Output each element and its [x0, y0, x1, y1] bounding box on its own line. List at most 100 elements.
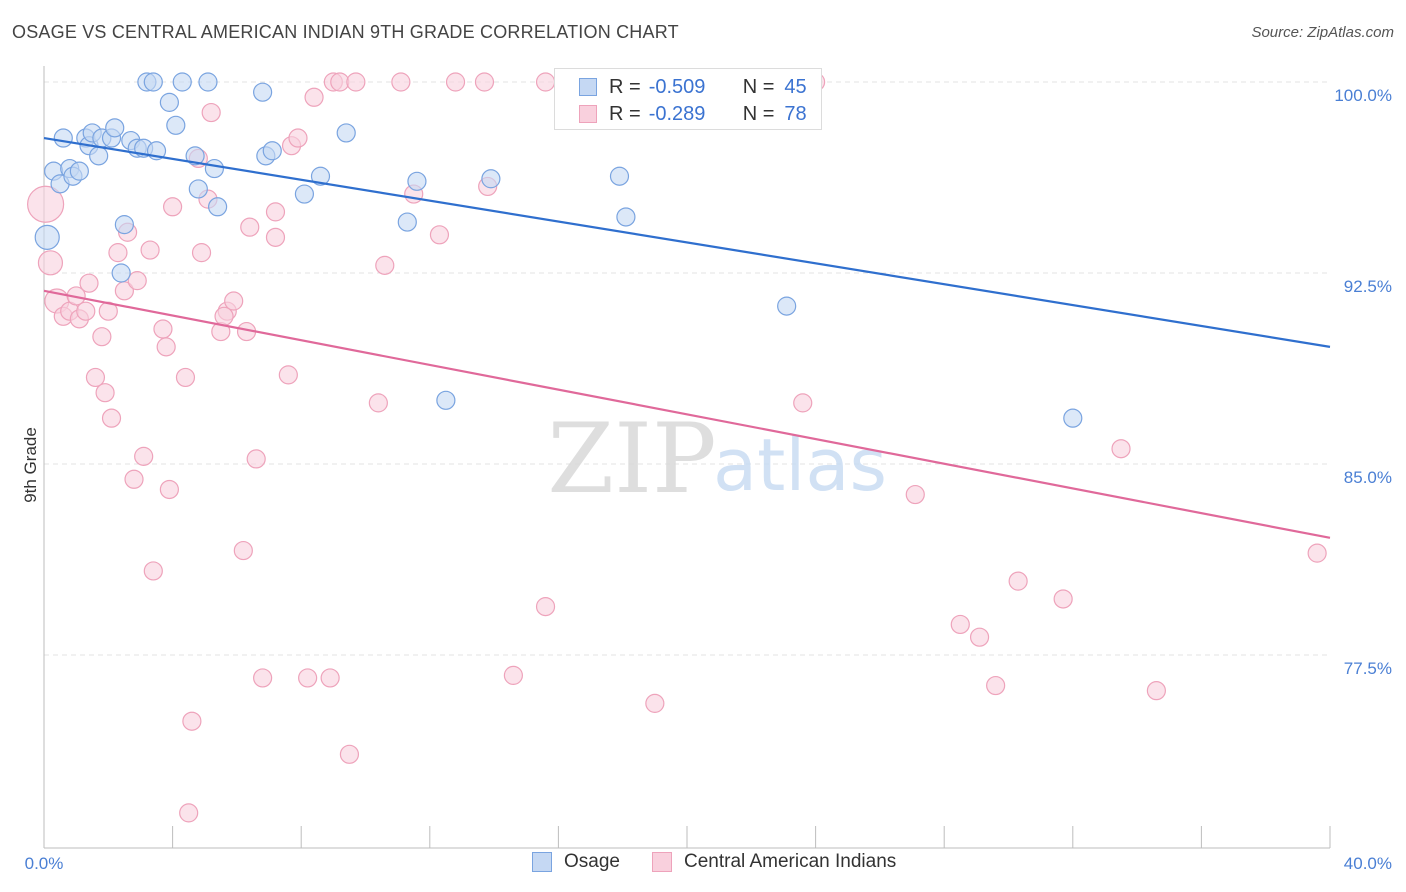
series-swatch-cai: [652, 852, 672, 872]
cai-point: [391, 72, 411, 92]
x-tick-label: 40.0%: [1344, 854, 1392, 873]
series-legend: Osage Central American Indians: [0, 851, 1406, 879]
cai-point: [1008, 571, 1028, 591]
cai-point: [27, 185, 65, 223]
cai-point: [986, 675, 1006, 696]
osage-point: [253, 82, 273, 102]
osage-point: [34, 224, 60, 250]
legend-swatch-osage: [579, 78, 597, 96]
cai-point: [298, 668, 318, 688]
osage-point: [481, 169, 501, 189]
cai-point: [95, 383, 115, 403]
osage-point: [143, 72, 163, 92]
source-label: Source: ZipAtlas.com: [1251, 24, 1394, 41]
osage-point: [310, 166, 331, 186]
cai-point: [320, 668, 340, 688]
cai-point: [950, 614, 970, 635]
cai-point: [1307, 543, 1327, 563]
osage-point: [89, 146, 109, 166]
osage-point: [336, 123, 356, 143]
osage-point: [159, 92, 179, 112]
osage-point: [53, 128, 73, 148]
legend-n-value-cai: 78: [784, 102, 807, 125]
osage-point: [114, 215, 134, 235]
legend-r-label: R =: [609, 102, 641, 125]
series-legend-osage: Osage: [532, 851, 620, 873]
cai-point: [127, 271, 147, 291]
cai-point: [108, 243, 128, 263]
legend-n-value-osage: 45: [784, 75, 807, 98]
cai-point: [191, 243, 212, 263]
legend-swatch-cai: [579, 105, 597, 123]
osage-point: [111, 263, 131, 283]
cai-point: [474, 72, 495, 92]
osage-point: [105, 118, 125, 138]
cai-point: [224, 291, 244, 311]
stats-legend: R = -0.509 N = 45 R = -0.289 N = 78: [554, 68, 822, 130]
osage-point: [188, 179, 208, 199]
cai-point: [92, 327, 112, 347]
osage-point: [172, 72, 192, 92]
cai-point: [278, 365, 298, 385]
cai-point: [175, 367, 196, 388]
cai-point: [288, 128, 308, 148]
osage-point: [609, 166, 630, 186]
cai-point: [503, 665, 523, 685]
cai-point: [1053, 589, 1073, 609]
legend-n-label: N =: [742, 102, 775, 125]
chart-title: OSAGE VS CENTRAL AMERICAN INDIAN 9TH GRA…: [12, 22, 679, 42]
osage-point: [166, 115, 186, 135]
cai-point: [535, 72, 556, 92]
cai-point: [163, 197, 183, 217]
axis-layer: 100.0% 92.5% 85.0% 77.5% 0.0% 40.0%: [25, 66, 1392, 873]
cai-point: [346, 72, 366, 92]
osage-point: [185, 146, 205, 166]
cai-point: [214, 306, 234, 326]
cai-point: [535, 597, 556, 617]
osage-point: [436, 390, 456, 410]
cai-point: [375, 255, 395, 275]
cai-point: [76, 301, 96, 321]
osage-point: [294, 184, 315, 204]
cai-point: [153, 319, 173, 339]
cai-point: [1111, 439, 1131, 459]
cai-point: [445, 72, 466, 92]
osage-point: [407, 171, 427, 191]
osage-point: [1063, 408, 1083, 428]
cai-point: [143, 561, 163, 581]
osage-point: [208, 197, 228, 217]
cai-point: [905, 484, 925, 505]
cai-point: [101, 408, 122, 428]
legend-r-label: R =: [609, 75, 641, 98]
series-legend-label-osage: Osage: [564, 851, 620, 872]
cai-point: [330, 72, 350, 92]
watermark-zip: ZIP: [547, 403, 716, 515]
cai-point: [79, 273, 99, 293]
cai-point: [265, 202, 286, 222]
osage-point: [777, 296, 797, 316]
cai-point: [140, 240, 160, 260]
cai-point: [969, 627, 990, 647]
cai-point: [253, 668, 273, 688]
y-tick-label: 100.0%: [1334, 86, 1392, 105]
legend-r-value-cai: -0.289: [648, 102, 706, 125]
cai-point: [182, 711, 202, 731]
cai-point: [37, 250, 64, 276]
cai-point: [159, 479, 179, 500]
series-legend-cai: Central American Indians: [652, 851, 896, 873]
cai-point: [645, 693, 665, 713]
y-tick-label: 92.5%: [1344, 277, 1392, 296]
series-swatch-osage: [532, 852, 552, 872]
osage-point: [616, 207, 636, 227]
osage-point: [204, 158, 224, 179]
series-legend-label-cai: Central American Indians: [684, 851, 897, 872]
x-tick-label: 0.0%: [25, 854, 64, 873]
cai-point: [1146, 681, 1166, 701]
cai-point: [201, 102, 221, 123]
osage-point: [397, 212, 417, 232]
legend-row-cai: R = -0.289 N = 78: [579, 100, 807, 128]
cai-point: [304, 87, 324, 107]
cai-point: [793, 393, 813, 413]
osage-point: [69, 161, 89, 181]
cai-point: [156, 337, 176, 357]
